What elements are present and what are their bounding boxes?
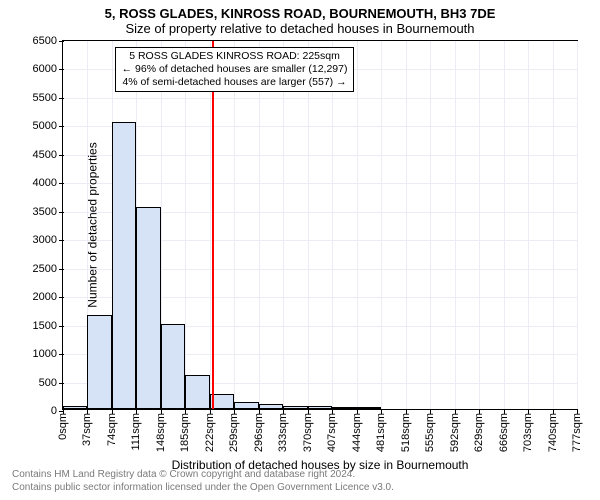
gridline-h (63, 155, 577, 156)
x-tick-label: 222sqm (204, 409, 216, 452)
y-tick-label: 2000 (33, 291, 63, 303)
gridline-h (63, 98, 577, 99)
y-tick-label: 1500 (33, 320, 63, 332)
x-tick-label: 259sqm (228, 409, 240, 452)
y-tick-label: 500 (39, 377, 63, 389)
x-tick-label: 185sqm (179, 409, 191, 452)
annotation-line: 4% of semi-detached houses are larger (5… (122, 76, 348, 89)
gridline-h (63, 183, 577, 184)
y-tick-label: 5000 (33, 120, 63, 132)
attribution-footer: Contains HM Land Registry data © Crown c… (12, 469, 394, 494)
x-tick-label: 333sqm (277, 409, 289, 452)
annotation-box: 5 ROSS GLADES KINROSS ROAD: 225sqm← 96% … (115, 47, 355, 92)
x-tick-label: 148sqm (155, 409, 167, 452)
x-tick-label: 703sqm (522, 409, 534, 452)
x-tick-label: 0sqm (57, 409, 69, 440)
x-tick-label: 407sqm (326, 409, 338, 452)
x-tick-label: 518sqm (400, 409, 412, 452)
x-tick-label: 111sqm (130, 409, 142, 451)
gridline-v (185, 41, 186, 409)
y-axis-label: Number of detached properties (86, 142, 100, 307)
histogram-bar (185, 375, 209, 409)
x-tick-label: 555sqm (424, 409, 436, 452)
histogram-chart: 0500100015002000250030003500400045005000… (62, 40, 578, 410)
x-tick-label: 444sqm (351, 409, 363, 452)
y-tick-label: 1000 (33, 348, 63, 360)
gridline-v (210, 41, 211, 409)
x-tick-label: 481sqm (375, 409, 387, 452)
y-tick-label: 6500 (33, 35, 63, 47)
histogram-bar (308, 406, 332, 409)
annotation-line: ← 96% of detached houses are smaller (12… (122, 63, 348, 76)
x-tick-label: 740sqm (547, 409, 559, 452)
y-tick-label: 4500 (33, 149, 63, 161)
gridline-v (528, 41, 529, 409)
gridline-v (455, 41, 456, 409)
gridline-v (283, 41, 284, 409)
x-tick-label: 592sqm (449, 409, 461, 452)
gridline-v (259, 41, 260, 409)
histogram-bar (136, 207, 160, 409)
gridline-v (308, 41, 309, 409)
gridline-h (63, 126, 577, 127)
gridline-v (332, 41, 333, 409)
y-tick-label: 6000 (33, 63, 63, 75)
y-tick-label: 5500 (33, 92, 63, 104)
histogram-bar (259, 404, 283, 409)
page-subtitle: Size of property relative to detached ho… (0, 21, 600, 36)
x-tick-label: 370sqm (302, 409, 314, 452)
y-tick-label: 2500 (33, 263, 63, 275)
gridline-v (357, 41, 358, 409)
x-tick-label: 296sqm (253, 409, 265, 452)
histogram-bar (161, 324, 185, 409)
histogram-bar (63, 406, 87, 409)
histogram-bar (112, 122, 136, 409)
x-tick-label: 666sqm (498, 409, 510, 452)
page-title: 5, ROSS GLADES, KINROSS ROAD, BOURNEMOUT… (0, 6, 600, 21)
annotation-line: 5 ROSS GLADES KINROSS ROAD: 225sqm (122, 50, 348, 63)
gridline-v (406, 41, 407, 409)
gridline-v (479, 41, 480, 409)
x-tick-label: 74sqm (106, 409, 118, 446)
footer-line: Contains public sector information licen… (12, 482, 394, 495)
y-tick-label: 4000 (33, 177, 63, 189)
x-tick-label: 777sqm (571, 409, 583, 452)
gridline-v (381, 41, 382, 409)
histogram-bar (283, 406, 307, 409)
x-tick-label: 37sqm (81, 409, 93, 446)
histogram-bar (332, 407, 356, 409)
histogram-bar (357, 407, 381, 409)
reference-line (212, 41, 214, 409)
plot-area: 0500100015002000250030003500400045005000… (62, 40, 578, 410)
footer-line: Contains HM Land Registry data © Crown c… (12, 469, 394, 482)
gridline-v (430, 41, 431, 409)
gridline-v (234, 41, 235, 409)
histogram-bar (234, 402, 258, 409)
y-tick-label: 3500 (33, 206, 63, 218)
gridline-v (553, 41, 554, 409)
gridline-v (504, 41, 505, 409)
gridline-v (577, 41, 578, 409)
y-tick-label: 3000 (33, 234, 63, 246)
x-tick-label: 629sqm (473, 409, 485, 452)
histogram-bar (87, 315, 111, 409)
